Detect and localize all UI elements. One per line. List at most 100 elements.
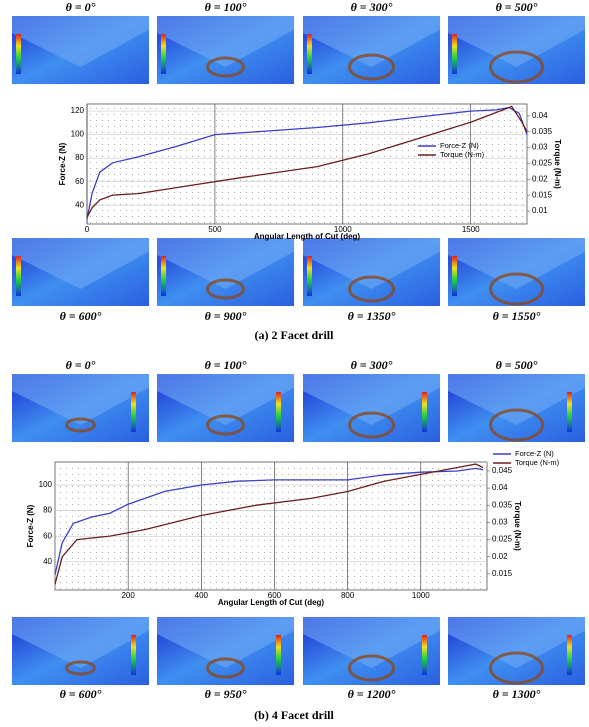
chip bbox=[206, 414, 245, 436]
image-label: θ = 300° bbox=[351, 358, 393, 372]
color-bar bbox=[452, 256, 457, 296]
y-axis-title: Force-Z (N) bbox=[26, 504, 35, 547]
x-tick-label: 1000 bbox=[412, 591, 430, 600]
y-tick-label: 100 bbox=[71, 130, 85, 139]
y2-tick-label: 0.035 bbox=[532, 127, 553, 136]
x-tick-label: 200 bbox=[121, 591, 135, 600]
drill-surface bbox=[157, 374, 294, 425]
color-bar bbox=[422, 635, 427, 675]
x-tick-label: 1000 bbox=[334, 225, 352, 234]
drill-surface bbox=[448, 617, 585, 668]
y-tick-label: 120 bbox=[71, 106, 85, 115]
image-label: θ = 900° bbox=[205, 309, 247, 323]
drill-surface bbox=[12, 16, 149, 67]
legend-label: Force-Z (N) bbox=[440, 141, 479, 150]
image-label: θ = 500° bbox=[496, 0, 538, 14]
minor-grid bbox=[55, 462, 487, 590]
image-label: θ = 1550° bbox=[493, 309, 541, 323]
y-tick-label: 60 bbox=[75, 177, 84, 186]
x-tick-label: 600 bbox=[268, 591, 282, 600]
drill-surface bbox=[157, 16, 294, 67]
image-label: θ = 600° bbox=[60, 687, 102, 701]
y2-tick-label: 0.025 bbox=[492, 535, 513, 544]
x-tick-label: 0 bbox=[85, 225, 90, 234]
color-bar bbox=[131, 392, 136, 432]
drill-surface bbox=[12, 238, 149, 289]
chip bbox=[348, 53, 395, 81]
x-tick-label: 1500 bbox=[462, 225, 480, 234]
y2-tick-label: 0.015 bbox=[532, 190, 553, 199]
y2-tick-label: 0.04 bbox=[532, 111, 548, 120]
legend-label: Torque (N-m) bbox=[440, 150, 485, 159]
color-bar bbox=[567, 392, 572, 432]
series-line bbox=[54, 463, 484, 585]
drill-surface bbox=[303, 238, 440, 289]
color-bar bbox=[422, 392, 427, 432]
y2-tick-label: 0.045 bbox=[492, 466, 513, 475]
y2-tick-label: 0.03 bbox=[532, 143, 548, 152]
color-bar bbox=[276, 635, 281, 675]
color-bar bbox=[161, 256, 166, 296]
drill-surface bbox=[157, 238, 294, 289]
x-tick-label: 800 bbox=[341, 591, 355, 600]
image-label: θ = 300° bbox=[351, 0, 393, 14]
chip bbox=[348, 411, 395, 439]
image-label: θ = 1200° bbox=[348, 687, 396, 701]
y2-tick-label: 0.025 bbox=[532, 159, 553, 168]
y-tick-label: 80 bbox=[75, 153, 84, 162]
y-tick-label: 60 bbox=[43, 531, 52, 540]
y2-axis-title: Torque (N-m) bbox=[513, 501, 522, 551]
x-tick-label: 400 bbox=[195, 591, 209, 600]
drill-surface bbox=[303, 16, 440, 67]
color-bar bbox=[131, 635, 136, 675]
color-bar bbox=[452, 34, 457, 74]
chip bbox=[348, 654, 395, 682]
y-tick-label: 40 bbox=[43, 557, 52, 566]
drill-surface bbox=[12, 617, 149, 668]
chip bbox=[489, 651, 544, 685]
x-tick-label: 500 bbox=[208, 225, 222, 234]
y2-tick-label: 0.04 bbox=[492, 483, 508, 492]
image-label: θ = 0° bbox=[66, 0, 96, 14]
image-label: θ = 1300° bbox=[493, 687, 541, 701]
color-bar bbox=[307, 34, 312, 74]
chip bbox=[65, 417, 96, 433]
y-axis-title: Force-Z (N) bbox=[58, 142, 67, 185]
chip bbox=[206, 278, 245, 300]
y2-axis-title: Torque (N-m) bbox=[553, 139, 562, 189]
series-line bbox=[86, 106, 528, 220]
image-label: θ = 100° bbox=[205, 0, 247, 14]
color-bar bbox=[567, 635, 572, 675]
y2-tick-label: 0.02 bbox=[492, 552, 508, 561]
x-axis-title: Angular Length of Cut (deg) bbox=[218, 598, 325, 607]
drill-surface bbox=[303, 617, 440, 668]
chip bbox=[65, 660, 96, 676]
minor-grid bbox=[87, 104, 527, 224]
color-bar bbox=[16, 34, 21, 74]
chip bbox=[348, 275, 395, 303]
chip bbox=[206, 56, 245, 78]
color-bar bbox=[161, 34, 166, 74]
color-bar bbox=[307, 256, 312, 296]
caption: (a) 2 Facet drill bbox=[255, 328, 335, 342]
image-label: θ = 1350° bbox=[348, 309, 396, 323]
drill-surface bbox=[448, 238, 585, 289]
chip bbox=[489, 272, 544, 306]
caption: (b) 4 Facet drill bbox=[254, 708, 334, 722]
y2-tick-label: 0.015 bbox=[492, 569, 513, 578]
image-label: θ = 0° bbox=[66, 358, 96, 372]
chip bbox=[489, 408, 544, 442]
chip bbox=[489, 50, 544, 84]
y2-tick-label: 0.035 bbox=[492, 500, 513, 509]
image-label: θ = 950° bbox=[205, 687, 247, 701]
y-tick-label: 40 bbox=[75, 200, 84, 209]
y2-tick-label: 0.02 bbox=[532, 174, 548, 183]
drill-surface bbox=[12, 374, 149, 425]
drill-surface bbox=[157, 617, 294, 668]
x-axis-title: Angular Length of Cut (deg) bbox=[254, 232, 361, 241]
legend-label: Torque (N-m) bbox=[515, 458, 560, 467]
color-bar bbox=[16, 256, 21, 296]
drill-surface bbox=[448, 16, 585, 67]
image-label: θ = 600° bbox=[60, 309, 102, 323]
